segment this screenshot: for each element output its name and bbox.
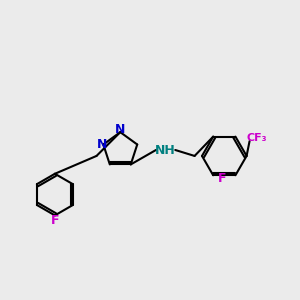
Text: F: F [51, 214, 59, 227]
Text: N: N [97, 138, 107, 151]
Text: NH: NH [154, 143, 175, 157]
Text: N: N [115, 123, 125, 136]
Text: F: F [218, 172, 226, 185]
Text: CF₃: CF₃ [247, 133, 267, 143]
